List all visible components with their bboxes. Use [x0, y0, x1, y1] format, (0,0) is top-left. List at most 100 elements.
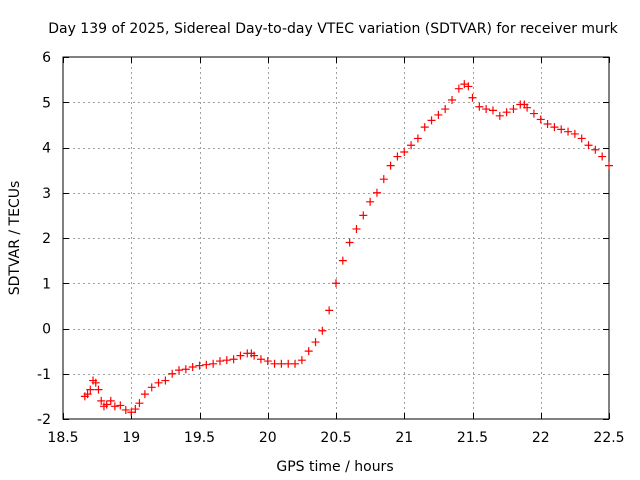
data-point-marker: [229, 355, 238, 364]
data-point-marker: [222, 356, 231, 365]
x-tick-label: 22: [532, 430, 550, 446]
data-point-marker: [284, 359, 293, 368]
x-axis-label: GPS time / hours: [276, 459, 393, 475]
data-point-marker: [110, 402, 119, 411]
data-point-marker: [372, 188, 381, 197]
data-point-marker: [434, 110, 443, 119]
data-point-marker: [441, 105, 450, 114]
y-tick-label: -2: [37, 412, 51, 428]
data-point-marker: [338, 256, 347, 265]
y-tick-label: 5: [42, 95, 51, 111]
data-point-marker: [86, 385, 95, 394]
data-point-marker: [202, 360, 211, 369]
x-tick-label: 22.5: [593, 430, 624, 446]
data-point-marker: [102, 400, 111, 409]
data-point-marker: [168, 369, 177, 378]
x-tick-labels: 18.5 19 19.5 20 20.5 21 21.5 22 22.5: [47, 430, 624, 446]
data-point-marker: [460, 80, 469, 89]
data-point-marker: [332, 279, 340, 288]
data-point-marker: [311, 338, 320, 347]
data-point-marker: [345, 238, 354, 247]
y-tick-label: 3: [42, 186, 51, 202]
y-tick-labels: -2 -1 0 1 2 3 4 5 6: [37, 50, 51, 428]
data-point-marker: [413, 134, 422, 143]
x-tick-label: 19: [122, 430, 140, 446]
data-point-marker: [181, 365, 190, 374]
data-point-marker: [318, 326, 327, 335]
chart-title: Day 139 of 2025, Sidereal Day-to-day VTE…: [48, 21, 618, 37]
data-point-marker: [94, 385, 103, 394]
data-point-marker: [215, 357, 224, 366]
data-point-marker: [263, 357, 272, 366]
data-point-marker: [379, 175, 388, 184]
data-series: [80, 80, 613, 417]
x-tick-label: 20: [259, 430, 277, 446]
data-point-marker: [591, 145, 600, 154]
data-point-marker: [400, 148, 409, 157]
data-point-marker: [570, 129, 579, 138]
data-point-marker: [325, 306, 334, 315]
data-point-marker: [83, 390, 92, 399]
data-point-marker: [131, 405, 140, 414]
data-point-marker: [116, 401, 125, 410]
data-point-marker: [529, 109, 538, 118]
data-point-marker: [270, 359, 279, 368]
data-point-marker: [147, 383, 156, 392]
x-tick-label: 19.5: [184, 430, 215, 446]
data-point-marker: [359, 211, 368, 220]
data-point-marker: [536, 115, 545, 124]
data-point-marker: [557, 125, 566, 134]
y-tick-label: 2: [42, 231, 51, 247]
data-point-marker: [488, 106, 497, 115]
data-point-marker: [304, 347, 313, 356]
y-tick-label: 1: [42, 276, 51, 292]
data-point-marker: [407, 141, 416, 150]
data-point-marker: [454, 84, 463, 93]
data-point-marker: [577, 134, 586, 143]
data-point-marker: [135, 399, 144, 408]
y-tick-label: -1: [37, 367, 51, 383]
plot-frame: [62, 56, 610, 420]
data-point-marker: [420, 123, 429, 132]
data-point-marker: [502, 108, 511, 117]
data-point-marker: [161, 376, 170, 385]
data-point-marker: [509, 105, 518, 114]
data-point-marker: [427, 116, 436, 125]
data-point-marker: [366, 197, 375, 206]
data-point-marker: [250, 351, 259, 360]
data-point-marker: [584, 141, 593, 150]
data-point-marker: [277, 359, 286, 368]
y-tick-label: 4: [42, 141, 51, 157]
data-point-marker: [97, 396, 106, 405]
data-point-marker: [475, 102, 484, 111]
data-point-marker: [291, 359, 300, 368]
grid: [63, 57, 609, 419]
data-point-marker: [386, 161, 395, 170]
data-point-marker: [140, 390, 149, 399]
data-point-marker: [236, 351, 245, 360]
y-axis-label: SDTVAR / TECUs: [7, 181, 23, 296]
data-point-marker: [464, 82, 473, 91]
x-tick-label: 20.5: [320, 430, 351, 446]
data-point-marker: [121, 405, 130, 414]
data-point-marker: [91, 378, 100, 387]
data-point-marker: [352, 224, 361, 233]
x-tick-label: 21: [395, 430, 413, 446]
data-point-marker: [209, 359, 218, 368]
x-tick-label: 21.5: [457, 430, 488, 446]
data-point-marker: [154, 378, 163, 387]
data-point-marker: [543, 119, 552, 128]
data-point-marker: [127, 408, 136, 417]
data-point-marker: [256, 355, 265, 364]
y-tick-label: 6: [42, 50, 51, 66]
data-point-marker: [495, 111, 504, 120]
data-point-marker: [482, 105, 491, 114]
data-point-marker: [393, 152, 402, 161]
data-point-marker: [605, 161, 613, 170]
data-point-marker: [448, 95, 457, 104]
data-point-marker: [106, 396, 115, 405]
data-point-marker: [564, 127, 573, 136]
x-tick-label: 18.5: [47, 430, 78, 446]
data-point-marker: [523, 103, 532, 112]
